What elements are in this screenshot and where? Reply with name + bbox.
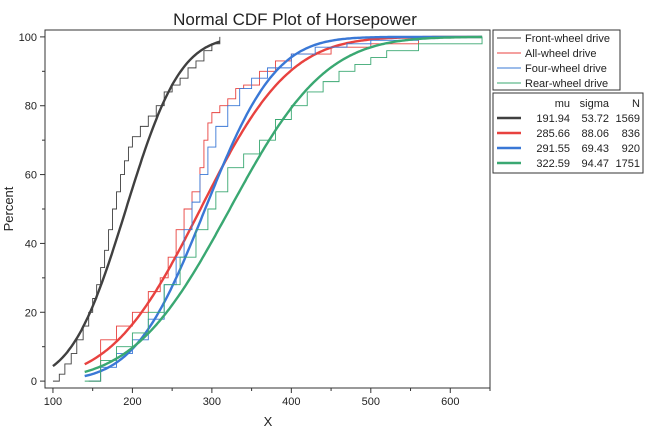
legend-frame bbox=[492, 29, 621, 91]
y-tick-label: 80 bbox=[25, 101, 37, 113]
y-tick-label: 100 bbox=[19, 32, 37, 44]
stats-value: 836 bbox=[622, 128, 640, 140]
x-tick-label: 200 bbox=[123, 396, 141, 408]
fitted-normal-cdf-line bbox=[52, 40, 221, 368]
legend-entry-label: All-wheel drive bbox=[525, 48, 597, 60]
stats-value: 69.43 bbox=[581, 143, 609, 155]
stats-value: 285.66 bbox=[536, 128, 570, 140]
empirical-cdf-line bbox=[52, 36, 221, 382]
stats-legend: mu sigma N 191.94 53.72 1569 285.66 88.06 836 291… bbox=[492, 92, 644, 174]
y-tick-label: 60 bbox=[25, 170, 37, 182]
chart-title: Normal CDF Plot of Horsepower bbox=[173, 10, 417, 29]
fitted-normal-cdf-line bbox=[84, 35, 483, 374]
stats-header-label: N bbox=[632, 98, 640, 110]
stats-value: 1751 bbox=[616, 158, 640, 170]
x-tick-label: 400 bbox=[282, 396, 300, 408]
x-tick-label: 600 bbox=[441, 396, 459, 408]
legend: Front-wheel drive All-wheel drive Four-whe… bbox=[492, 29, 621, 91]
stats-value: 920 bbox=[622, 143, 640, 155]
x-tick-label: 100 bbox=[44, 396, 62, 408]
legend-entry-label: Front-wheel drive bbox=[525, 33, 610, 45]
stats-value: 191.94 bbox=[536, 113, 570, 125]
y-tick-label: 40 bbox=[25, 238, 37, 250]
plot-area-frame bbox=[44, 29, 491, 389]
x-tick-label: 500 bbox=[362, 396, 380, 408]
legend-entry-label: Four-wheel drive bbox=[525, 63, 607, 75]
y-axis-label: Percent bbox=[1, 186, 16, 231]
stats-value: 53.72 bbox=[581, 113, 609, 125]
y-tick-label: 20 bbox=[25, 307, 37, 319]
legend-entry-label: Rear-wheel drive bbox=[525, 78, 608, 90]
stats-value: 291.55 bbox=[536, 143, 570, 155]
plot-layer bbox=[52, 35, 483, 382]
stats-header-label: sigma bbox=[580, 98, 610, 110]
y-tick-label: 0 bbox=[31, 376, 37, 388]
x-tick-label: 300 bbox=[203, 396, 221, 408]
stats-value: 1569 bbox=[616, 113, 640, 125]
stats-value: 94.47 bbox=[581, 158, 609, 170]
empirical-cdf-line bbox=[88, 36, 419, 382]
stats-value: 322.59 bbox=[536, 158, 570, 170]
fitted-normal-cdf-line bbox=[84, 35, 483, 366]
axes-layer: 100 200 300 400 500 600 0 20 40 60 80 100 bbox=[19, 32, 491, 408]
stats-header-label: mu bbox=[555, 98, 570, 110]
empirical-cdf-line bbox=[88, 36, 419, 382]
fitted-normal-cdf-line bbox=[84, 35, 483, 378]
empirical-cdf-line bbox=[84, 36, 483, 382]
x-axis-label: X bbox=[264, 414, 273, 429]
stats-value: 88.06 bbox=[581, 128, 609, 140]
